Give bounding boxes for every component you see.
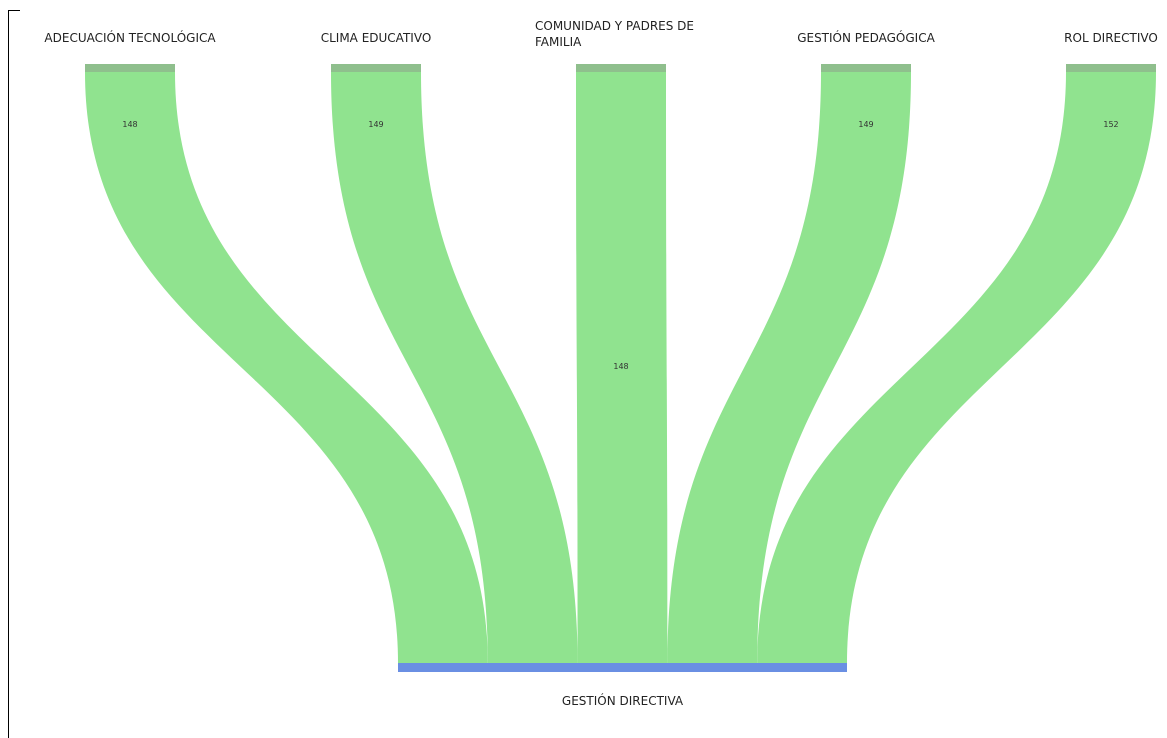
link-value-label-4: 149 bbox=[858, 120, 873, 129]
link-value-label-1: 148 bbox=[122, 120, 137, 129]
source-node-4[interactable] bbox=[821, 64, 911, 72]
label-group: ADECUACIÓN TECNOLÓGICA 148 CLIMA EDUCATIVO… bbox=[44, 19, 1157, 708]
source-label-4: GESTIÓN PEDAGÓGICA bbox=[797, 30, 935, 45]
source-node-2[interactable] bbox=[331, 64, 421, 72]
source-label-2: CLIMA EDUCATIVO bbox=[321, 31, 432, 45]
source-node-1[interactable] bbox=[85, 64, 175, 72]
sankey-link-1[interactable] bbox=[85, 72, 488, 663]
sankey-link-5[interactable] bbox=[757, 72, 1156, 663]
link-value-label-5: 152 bbox=[1103, 120, 1118, 129]
source-node-5[interactable] bbox=[1066, 64, 1156, 72]
frame-top-border bbox=[8, 10, 20, 11]
source-node-3[interactable] bbox=[576, 64, 666, 72]
source-label-5: ROL DIRECTIVO bbox=[1064, 31, 1158, 45]
sankey-link-3[interactable] bbox=[576, 72, 668, 663]
node-group bbox=[85, 64, 1156, 672]
link-value-label-2: 149 bbox=[368, 120, 383, 129]
link-group bbox=[85, 72, 1156, 663]
sankey-link-2[interactable] bbox=[331, 72, 578, 663]
source-label-1: ADECUACIÓN TECNOLÓGICA bbox=[44, 30, 216, 45]
target-node[interactable] bbox=[398, 663, 847, 672]
link-value-label-3: 148 bbox=[613, 362, 628, 371]
sankey-link-4[interactable] bbox=[667, 72, 911, 663]
target-label: GESTIÓN DIRECTIVA bbox=[562, 693, 684, 708]
frame-left-border bbox=[8, 10, 9, 738]
source-label-3: COMUNIDAD Y PADRES DE FAMILIA bbox=[535, 19, 694, 49]
